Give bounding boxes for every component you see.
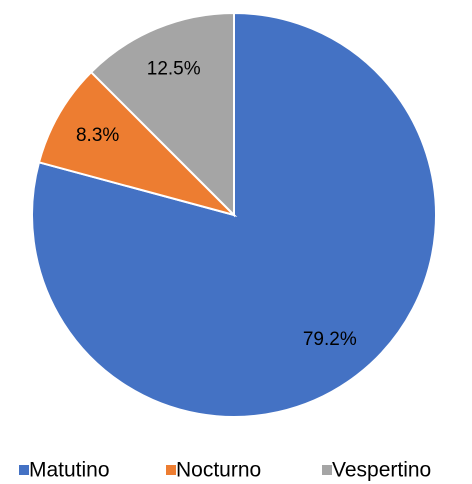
pie-slice (37, 70, 238, 217)
data-label: 12.5% (147, 58, 201, 79)
data-label: 8.3% (76, 125, 119, 146)
legend-swatch (19, 465, 29, 475)
legend-label: Matutino (29, 459, 110, 482)
pie-slice (89, 11, 235, 218)
legend-swatch (166, 465, 176, 475)
legend-label: Nocturno (176, 459, 261, 482)
legend-label: Vespertino (332, 459, 431, 482)
data-label: 79.2% (303, 329, 357, 350)
legend-swatch (322, 465, 332, 475)
